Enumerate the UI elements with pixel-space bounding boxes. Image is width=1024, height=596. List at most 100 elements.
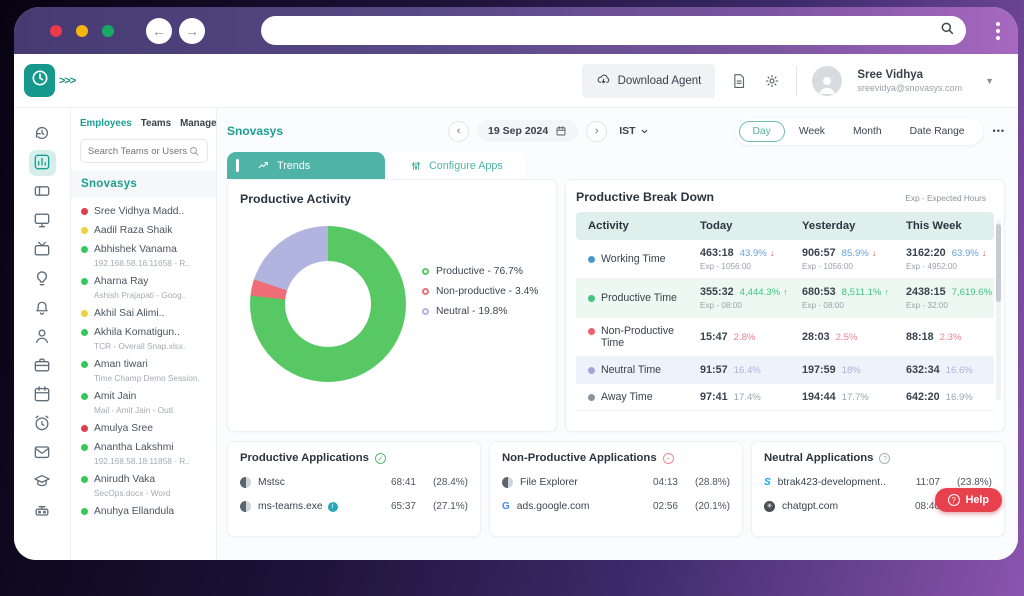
application-row[interactable]: G ads.google.com 02:56 (20.1%) — [502, 501, 730, 512]
user-menu-caret-icon[interactable]: ▼ — [985, 75, 994, 86]
range-tab-date-range[interactable]: Date Range — [896, 121, 979, 142]
date-picker[interactable]: 19 Sep 2024 — [477, 120, 579, 142]
sidebar-item-calendar[interactable] — [29, 382, 56, 408]
info-icon[interactable]: i — [327, 501, 338, 512]
analytics-icon — [32, 152, 52, 175]
more-options-icon[interactable]: ••• — [992, 126, 1005, 136]
time-value: 632:34 — [906, 364, 940, 376]
list-item-employee[interactable]: Aadil Raza Shaik — [71, 221, 216, 240]
search-icon[interactable] — [939, 20, 955, 41]
status-dot — [81, 393, 88, 400]
legend-item: Productive - 76.7% — [422, 266, 538, 277]
application-row[interactable]: ms-teams.exe i 65:37 (27.1%) — [240, 501, 468, 512]
scrollbar-track[interactable] — [996, 220, 1001, 400]
sidebar-item-analytics[interactable] — [28, 150, 56, 176]
legend-label: Neutral - 19.8% — [436, 306, 508, 317]
report-document-icon[interactable] — [730, 72, 748, 90]
percent-value: 4,444.3% — [739, 286, 781, 298]
sidebar-item-monitor[interactable] — [29, 208, 56, 234]
address-bar[interactable] — [261, 16, 966, 45]
list-item-employee[interactable]: Abhishek Vanama 192.168.58.16:11658 - R.… — [71, 240, 216, 272]
employee-name: Akhila Komatigun.. — [94, 327, 180, 338]
time-value: 194:44 — [802, 391, 836, 403]
search-icon[interactable] — [188, 145, 200, 157]
settings-gear-icon[interactable] — [763, 72, 781, 90]
scrollbar-thumb[interactable] — [996, 224, 1001, 302]
time-value: 355:32 — [700, 286, 734, 298]
bell-icon — [32, 297, 52, 320]
chevron-down-icon — [641, 129, 647, 133]
application-row[interactable]: File Explorer 04:13 (28.8%) — [502, 477, 730, 488]
list-item-employee[interactable]: Sree Vidhya Madd.. — [71, 202, 216, 221]
activity-name: Away Time — [601, 391, 653, 403]
next-date-button[interactable]: › — [586, 120, 608, 142]
percent-value: 7,619.6% — [951, 286, 993, 298]
app-root: >>> Download Agent — [14, 54, 1018, 560]
user-avatar[interactable] — [812, 65, 843, 96]
sidebar-item-alarm[interactable] — [29, 411, 56, 437]
table-cell: 642:20 16.9% — [906, 391, 994, 403]
tab-trends[interactable]: Trends — [227, 152, 385, 179]
close-window-icon[interactable] — [50, 24, 62, 37]
list-item-employee[interactable]: Amulya Sree — [71, 419, 216, 438]
team-group-header[interactable]: Snovasys — [71, 170, 216, 198]
sidebar-item-education[interactable] — [29, 469, 56, 495]
activity-name: Working Time — [601, 253, 666, 265]
productive-activity-donut-chart[interactable] — [250, 226, 406, 382]
sidebar-item-history[interactable] — [29, 121, 56, 147]
employee-name: Anuhya Ellandula — [94, 506, 175, 517]
table-row[interactable]: Away Time 97:41 17.4% 194:44 17.7% 642:2… — [576, 384, 994, 411]
list-item-employee[interactable]: Amit Jain Mail - Amit Jain - Outl. — [71, 387, 216, 419]
sidebar-item-automation[interactable] — [29, 498, 56, 524]
roster-tab-managers[interactable]: Managers — [180, 118, 226, 129]
sidebar-item-bell[interactable] — [29, 295, 56, 321]
sidebar-item-ticket[interactable] — [29, 179, 56, 205]
application-row[interactable]: Mstsc 68:41 (28.4%) — [240, 477, 468, 488]
time-value: 28:03 — [802, 331, 830, 343]
range-tab-week[interactable]: Week — [785, 121, 839, 142]
minimize-window-icon[interactable] — [76, 24, 88, 37]
status-dot — [81, 508, 88, 515]
help-button[interactable]: ? Help — [934, 488, 1002, 512]
list-item-employee[interactable]: Anuhya Ellandula — [71, 502, 216, 521]
idea-icon — [32, 268, 52, 291]
list-item-employee[interactable]: Aman tiwari Time Champ Demo Session. — [71, 355, 216, 387]
maximize-window-icon[interactable] — [102, 24, 114, 37]
expand-sidebar-icon[interactable]: >>> — [59, 74, 76, 87]
forward-button[interactable]: → — [179, 17, 205, 44]
ticket-icon — [32, 181, 52, 204]
roster-tab-employees[interactable]: Employees — [80, 118, 132, 129]
browser-menu-icon[interactable] — [996, 21, 1000, 40]
app-logo[interactable] — [24, 64, 55, 97]
sidebar-item-idea[interactable] — [29, 266, 56, 292]
list-item-employee[interactable]: Aharna Ray Ashish Prajapati - Goog.. — [71, 272, 216, 304]
table-row[interactable]: Neutral Time 91:57 16.4% 197:59 18% 632:… — [576, 357, 994, 384]
back-button[interactable]: ← — [146, 17, 172, 44]
percent-value: 16.4% — [733, 364, 761, 376]
sidebar-item-mail[interactable] — [29, 440, 56, 466]
table-row[interactable]: Non-Productive Time 15:47 2.8% 28:03 2.5… — [576, 318, 994, 357]
timezone-select[interactable]: IST — [619, 125, 648, 137]
tab-configure-apps[interactable]: Configure Apps — [388, 152, 525, 179]
range-tab-day[interactable]: Day — [738, 120, 785, 142]
sidebar-item-briefcase[interactable] — [29, 353, 56, 379]
list-item-employee[interactable]: Akhil Sai Alimi.. — [71, 304, 216, 323]
sidebar-item-screen[interactable] — [29, 237, 56, 263]
prev-date-button[interactable]: ‹ — [448, 120, 470, 142]
list-item-employee[interactable]: Anantha Lakshmi 192.168.58.18:11858 - R.… — [71, 438, 216, 470]
table-row[interactable]: Productive Time 355:32 4,444.3% ↑ Exp - … — [576, 279, 1000, 318]
time-value: 91:57 — [700, 364, 728, 376]
table-cell: 355:32 4,444.3% ↑ Exp - 08:00 — [700, 286, 802, 310]
application-row[interactable]: S btrak423-development.. 11:07 (23.8%) — [764, 477, 992, 488]
list-item-employee[interactable]: Anirudh Vaka SecOps.docx - Word — [71, 470, 216, 502]
user-info[interactable]: Sree Vidhya sreevidya@snovasys.com — [857, 69, 962, 93]
application-name: ads.google.com — [516, 501, 590, 512]
search-input[interactable] — [88, 145, 188, 157]
range-tab-month[interactable]: Month — [839, 121, 896, 142]
roster-tab-teams[interactable]: Teams — [140, 118, 172, 129]
table-row[interactable]: Working Time 463:18 43.9% ↓ Exp - 1056:0… — [576, 240, 994, 279]
sidebar-item-user[interactable] — [29, 324, 56, 350]
list-item-employee[interactable]: Akhila Komatigun.. TCR - Overall Snap.xl… — [71, 323, 216, 355]
download-agent-button[interactable]: Download Agent — [581, 63, 716, 98]
activity-dot — [588, 367, 595, 374]
